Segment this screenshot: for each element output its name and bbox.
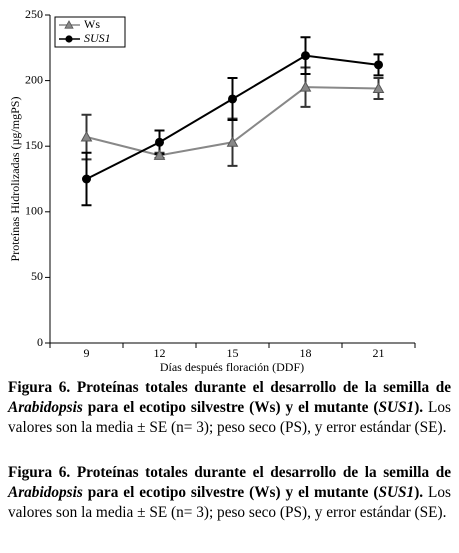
caption-text: Los valores son la media ± SE (n= 3); pe… [8,399,451,436]
caption-text: Arabidopsis [8,484,83,501]
legend-label: Ws [84,17,100,31]
data-point [299,81,312,92]
caption-text: SUS1 [378,399,415,416]
y-tick-label: 100 [25,204,43,218]
caption-text: Figura 6. Proteínas totales durante el d… [8,464,451,481]
x-tick-label: 21 [373,346,385,360]
caption-text: para el ecotipo silvestre (Ws) y el muta… [82,484,379,501]
caption-text: ). [414,484,424,501]
y-tick-label: 200 [25,72,43,86]
x-axis-label: Días después floración (DDF) [160,360,304,374]
legend-marker [65,35,73,43]
caption-text: Figura 6. Proteínas totales durante el d… [8,379,451,396]
caption: Figura 6. Proteínas totales durante el d… [8,463,451,523]
caption: Figura 6. Proteínas totales durante el d… [8,378,451,438]
y-tick-label: 250 [25,7,43,21]
x-tick-label: 18 [300,346,312,360]
legend-label: SUS1 [84,31,111,45]
chart: Proteínas Hidrolizadas (µg/mgPS) Días de… [8,7,416,374]
caption-text: Los valores son la media ± SE (n= 3); pe… [8,484,451,521]
data-point [80,130,93,142]
y-axis-label: Proteínas Hidrolizadas (µg/mgPS) [8,97,22,262]
data-point [374,60,383,70]
y-tick-label: 0 [37,335,43,349]
data-point [155,137,164,147]
data-point [301,51,310,61]
x-tick-label: 9 [84,346,90,360]
data-point [226,136,239,147]
y-tick-label: 150 [25,138,43,152]
x-tick-label: 12 [154,346,166,360]
caption-text: ). [414,399,424,416]
caption-text: Arabidopsis [8,399,83,416]
data-point [228,94,237,104]
caption-text: para el ecotipo silvestre (Ws) y el muta… [82,399,379,416]
data-point [372,82,385,93]
x-tick-label: 15 [227,346,239,360]
caption-text: SUS1 [378,484,415,501]
legend-box [54,16,126,48]
data-point [153,149,166,160]
y-tick-label: 50 [31,269,43,283]
legend-marker [64,20,74,29]
data-point [82,174,91,184]
